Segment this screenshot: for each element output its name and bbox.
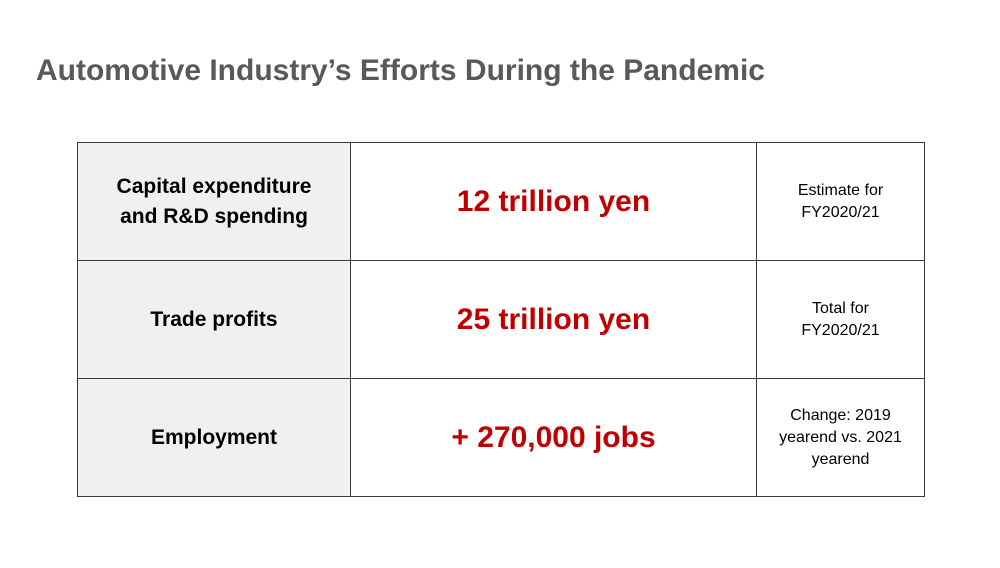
row-note-line: FY2020/21	[801, 203, 880, 221]
row-label-line: Employment	[150, 425, 278, 449]
row-note-line: Estimate for	[797, 181, 884, 199]
row-label-capex: Capital expenditure and R&D spending	[77, 142, 351, 261]
table-row-capex: Capital expenditure and R&D spending 12 …	[77, 142, 925, 261]
row-label-line: and R&D spending	[120, 204, 308, 228]
row-note-employment: Change: 2019 yearend vs. 2021 yearend	[756, 378, 925, 497]
row-value-trade-profits: 25 trillion yen	[350, 260, 757, 379]
row-label-trade-profits: Trade profits	[77, 260, 351, 379]
row-label-line: Trade profits	[150, 307, 278, 331]
row-label-employment: Employment	[77, 378, 351, 497]
row-label-line: Capital expenditure	[116, 174, 312, 198]
row-note-trade-profits: Total for FY2020/21	[756, 260, 925, 379]
row-note-line: yearend vs. 2021	[779, 428, 902, 446]
table-row-employment: Employment + 270,000 jobs Change: 2019 y…	[77, 378, 925, 497]
row-note-line: FY2020/21	[801, 321, 880, 339]
row-note-line: Change: 2019	[790, 406, 891, 424]
table-row-trade-profits: Trade profits 25 trillion yen Total for …	[77, 260, 925, 379]
row-note-capex: Estimate for FY2020/21	[756, 142, 925, 261]
row-value-capex: 12 trillion yen	[350, 142, 757, 261]
efforts-table: Capital expenditure and R&D spending 12 …	[77, 142, 925, 497]
row-value-employment: + 270,000 jobs	[350, 378, 757, 497]
slide-title: Automotive Industry’s Efforts During the…	[36, 54, 765, 87]
row-note-line: yearend	[811, 450, 870, 468]
row-note-line: Total for	[812, 299, 869, 317]
